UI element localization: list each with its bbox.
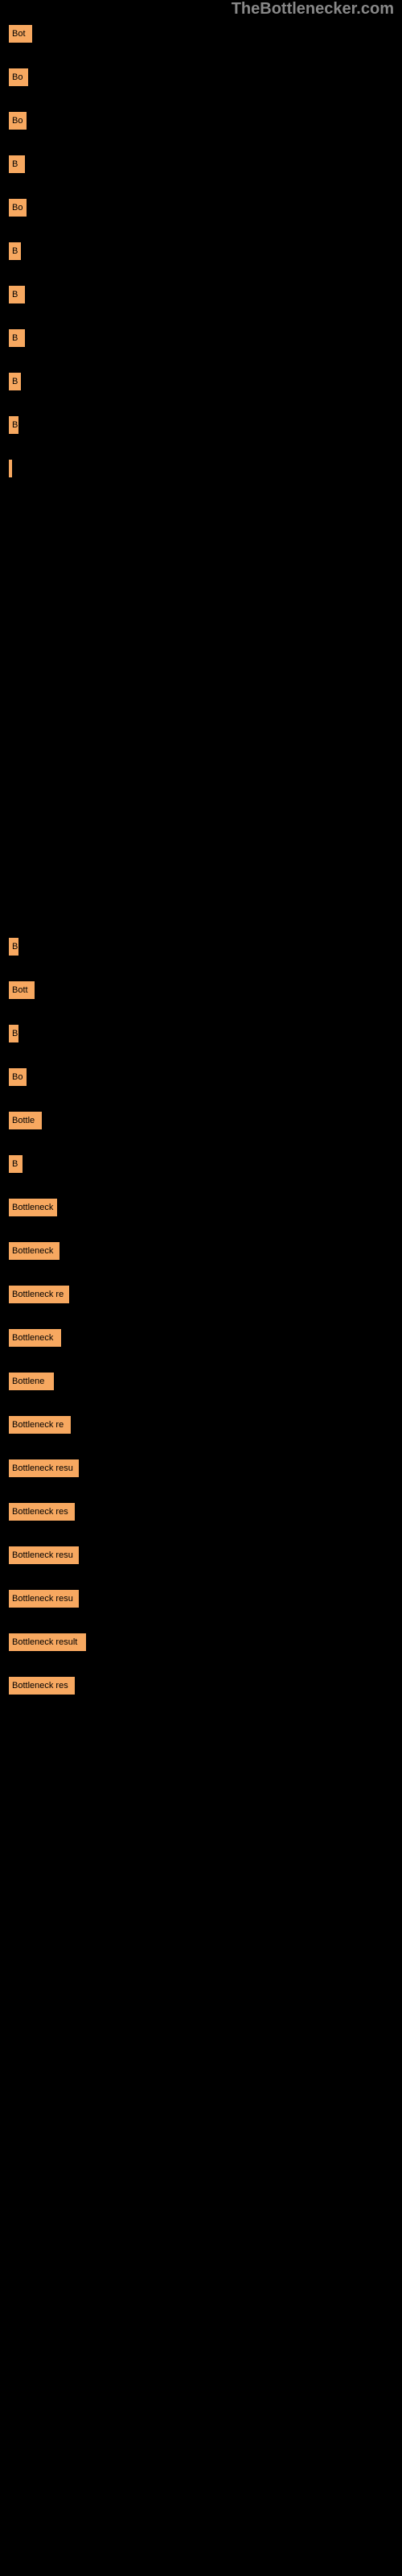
bar-row: B [8, 242, 394, 261]
bar-row: Bottleneck [8, 1198, 394, 1217]
bar-row: Bott [8, 980, 394, 1000]
bar-row: Bo [8, 68, 394, 87]
bar: Bottleneck result [8, 1633, 87, 1652]
watermark-text: TheBottlenecker.com [232, 0, 394, 19]
bar-row: Bottleneck resu [8, 1459, 394, 1478]
bar-row: Bo [8, 198, 394, 217]
bar-row: Bottlene [8, 1372, 394, 1391]
bar: Bottleneck re [8, 1285, 70, 1304]
bar: B [8, 372, 22, 391]
bar-row: Bottleneck re [8, 1415, 394, 1435]
bar-row: B [8, 1154, 394, 1174]
bar-row: Bottleneck result [8, 1633, 394, 1652]
bar: Bottleneck [8, 1241, 60, 1261]
bar-row: Bottleneck re [8, 1285, 394, 1304]
bar: B [8, 285, 26, 304]
bar: Bott [8, 980, 35, 1000]
chart-container: Bot Bo Bo B Bo B B B B B B Bott B Bo Bottle B Bottleneck… [0, 0, 402, 1728]
bar-row: B [8, 328, 394, 348]
bar: B [8, 155, 26, 174]
bar: Bottleneck resu [8, 1589, 80, 1608]
bar: Bottleneck [8, 1198, 58, 1217]
bar: B [8, 937, 19, 956]
bar-row: Bo [8, 111, 394, 130]
bar: B [8, 242, 22, 261]
bar: Bottlene [8, 1372, 55, 1391]
bar-row: B [8, 372, 394, 391]
bar-row: Bottleneck [8, 1328, 394, 1348]
bar [8, 459, 13, 478]
bar: Bo [8, 111, 27, 130]
bar: Bottleneck res [8, 1502, 76, 1521]
bar-row [8, 459, 394, 478]
bar: Bo [8, 1067, 27, 1087]
bar: Bottleneck res [8, 1676, 76, 1695]
bar-row: B [8, 285, 394, 304]
bar-row: B [8, 1024, 394, 1043]
bar-row: Bot [8, 24, 394, 43]
bar-row: Bo [8, 1067, 394, 1087]
bar-row: B [8, 415, 394, 435]
bar-row: Bottleneck resu [8, 1546, 394, 1565]
bar-row: B [8, 155, 394, 174]
bar-row: Bottle [8, 1111, 394, 1130]
bar-row: Bottleneck res [8, 1502, 394, 1521]
bar: Bottleneck re [8, 1415, 72, 1435]
chart-gap [8, 502, 394, 937]
bar: Bottleneck resu [8, 1459, 80, 1478]
bar: Bottleneck resu [8, 1546, 80, 1565]
bar: Bot [8, 24, 33, 43]
bar: B [8, 1024, 19, 1043]
bar: Bottleneck [8, 1328, 62, 1348]
bar-row: Bottleneck res [8, 1676, 394, 1695]
bar: B [8, 328, 26, 348]
bar: B [8, 1154, 23, 1174]
bar-row: Bottleneck resu [8, 1589, 394, 1608]
bar: B [8, 415, 19, 435]
bar: Bo [8, 198, 27, 217]
bar: Bo [8, 68, 29, 87]
bar: Bottle [8, 1111, 43, 1130]
bar-row: B [8, 937, 394, 956]
bar-row: Bottleneck [8, 1241, 394, 1261]
